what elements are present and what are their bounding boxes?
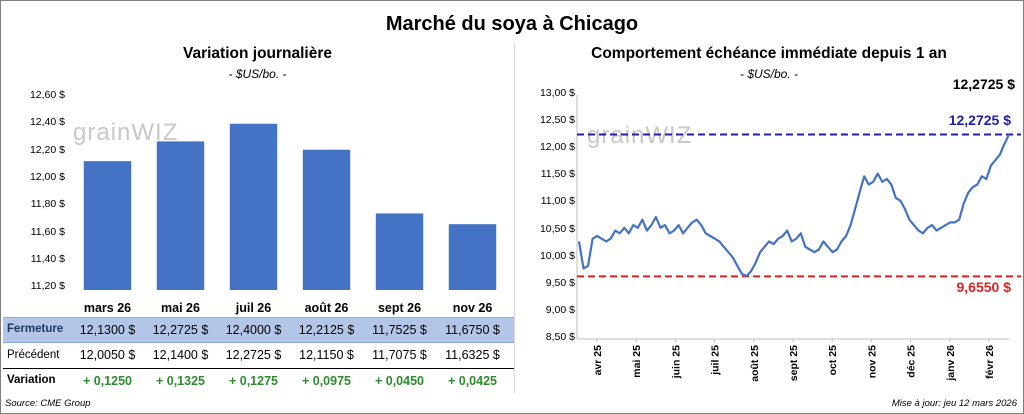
x-tick-label: juin 25: [670, 345, 682, 379]
row-label: Fermeture: [7, 323, 64, 335]
line-chart: grainWIZ avr 25 mai 25 juin 25 juil 25 août 2…: [576, 95, 1021, 382]
close-value: 11,7525 $: [372, 323, 427, 337]
close-value: 12,1300 $: [79, 323, 136, 337]
y-tick: 13,00 $: [539, 87, 575, 99]
bar-juil 26: [229, 123, 278, 290]
close-row: Fermeture 12,1300 $ 12,2725 $ 12,4000 $ …: [3, 317, 514, 343]
price-table: mars 26 mai 26 juil 26 août 26 sept 26 n…: [1, 295, 514, 395]
row-label: Précédent: [7, 349, 60, 361]
right-chart-title: Comportement échéance immédiate depuis 1…: [591, 45, 947, 62]
x-tick-label: juil 25: [710, 345, 722, 376]
high-label: 12,2725 $: [948, 112, 1011, 128]
y-tick: 12,50 $: [539, 114, 575, 127]
variation-value: + 0,1250: [82, 374, 132, 388]
variation-value: + 0,0975: [301, 374, 351, 388]
bar-nov 26: [448, 224, 497, 290]
bar-sept 26: [375, 213, 424, 290]
previous-row: Précédent 12,0050 $ 12,1400 $ 12,2725 $ …: [3, 342, 514, 369]
source-note: Source: CME Group: [5, 398, 91, 409]
y-tick: 9,50 $: [545, 276, 575, 289]
left-chart-unit: - $US/bo. -: [228, 67, 287, 81]
y-tick: 10,50 $: [539, 222, 575, 235]
previous-value: 11,6325 $: [445, 348, 500, 362]
y-tick: 11,20 $: [30, 280, 65, 293]
col-header: mars 26: [83, 301, 132, 315]
x-tick-label: nov 25: [866, 345, 878, 378]
variation-value: + 0,1275: [228, 374, 278, 388]
watermark-logo: grainWIZ: [587, 122, 692, 149]
bar-août 26: [302, 149, 351, 290]
price-series-line: [577, 133, 1010, 278]
y-tick: 12,40 $: [29, 116, 65, 129]
y-tick: 11,60 $: [30, 225, 65, 238]
y-tick: 11,00 $: [540, 195, 575, 208]
x-tick-label: janv 26: [945, 345, 957, 382]
y-tick: 12,60 $: [29, 89, 65, 101]
x-tick-label: avr 25: [592, 345, 604, 376]
x-tick-label: août 25: [749, 345, 761, 382]
y-tick: 12,20 $: [29, 143, 65, 156]
y-tick: 9,00 $: [545, 303, 575, 316]
row-label: Variation: [7, 374, 56, 386]
close-value: 11,6750 $: [445, 323, 500, 337]
y-tick: 12,00 $: [29, 171, 65, 183]
y-tick: 11,50 $: [540, 168, 575, 181]
col-header: mai 26: [161, 301, 200, 315]
bar-mars 26: [83, 161, 132, 290]
right-chart-unit: - $US/bo. -: [739, 67, 799, 81]
update-note: Mise à jour: jeu 12 mars 2026: [891, 398, 1017, 409]
x-tick-label: mai 25: [631, 345, 643, 378]
x-tick-label: déc 25: [906, 345, 918, 378]
bar-chart: grainWIZ: [73, 119, 497, 290]
y-tick: 10,00 $: [539, 249, 575, 262]
x-tick-label: oct 25: [827, 345, 839, 376]
col-header: juil 26: [235, 301, 272, 315]
y-tick: 11,40 $: [30, 253, 65, 265]
variation-value: + 0,0450: [374, 374, 424, 388]
previous-value: 12,0050 $: [79, 348, 136, 362]
x-tick-label: sept 25: [788, 345, 800, 381]
variation-value: + 0,0425: [447, 374, 497, 388]
last-value-label: 12,2725 $: [952, 76, 1015, 92]
col-header: nov 26: [452, 301, 493, 315]
bar-mai 26: [156, 141, 205, 290]
previous-value: 12,1150 $: [299, 348, 354, 362]
panel-divider: [514, 43, 515, 393]
col-header: août 26: [304, 301, 349, 315]
y-tick: 12,00 $: [539, 141, 575, 154]
close-value: 12,4000 $: [225, 323, 282, 337]
col-header: sept 26: [377, 301, 422, 315]
y-tick: 8,50 $: [545, 330, 575, 343]
close-value: 12,2725 $: [152, 323, 209, 337]
y-tick: 11,80 $: [30, 198, 65, 211]
previous-value: 12,1400 $: [152, 348, 209, 362]
variation-value: + 0,1325: [155, 374, 205, 388]
left-chart-title: Variation journalière: [182, 45, 333, 62]
variation-row: Variation + 0,1250 + 0,1325 + 0,1275 + 0…: [3, 369, 514, 391]
page-title: Marché du soya à Chicago: [385, 13, 639, 35]
x-tick-label: févr 26: [984, 345, 996, 379]
previous-value: 12,2725 $: [225, 348, 282, 362]
low-label: 9,6550 $: [956, 279, 1012, 295]
close-value: 12,2125 $: [298, 323, 355, 337]
previous-value: 11,7075 $: [372, 348, 427, 362]
